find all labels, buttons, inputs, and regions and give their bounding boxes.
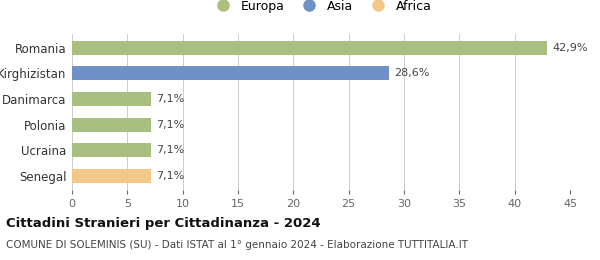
Text: 28,6%: 28,6% <box>394 68 430 79</box>
Bar <box>72 67 389 81</box>
Text: 7,1%: 7,1% <box>156 145 184 155</box>
Bar <box>72 169 151 183</box>
Bar <box>72 118 151 132</box>
Text: Cittadini Stranieri per Cittadinanza - 2024: Cittadini Stranieri per Cittadinanza - 2… <box>6 217 320 230</box>
Bar <box>72 41 547 55</box>
Text: 7,1%: 7,1% <box>156 94 184 104</box>
Text: 42,9%: 42,9% <box>552 43 588 53</box>
Bar <box>72 143 151 157</box>
Text: COMUNE DI SOLEMINIS (SU) - Dati ISTAT al 1° gennaio 2024 - Elaborazione TUTTITAL: COMUNE DI SOLEMINIS (SU) - Dati ISTAT al… <box>6 240 468 250</box>
Text: 7,1%: 7,1% <box>156 120 184 129</box>
Bar <box>72 92 151 106</box>
Legend: Europa, Asia, Africa: Europa, Asia, Africa <box>208 0 434 15</box>
Text: 7,1%: 7,1% <box>156 171 184 181</box>
